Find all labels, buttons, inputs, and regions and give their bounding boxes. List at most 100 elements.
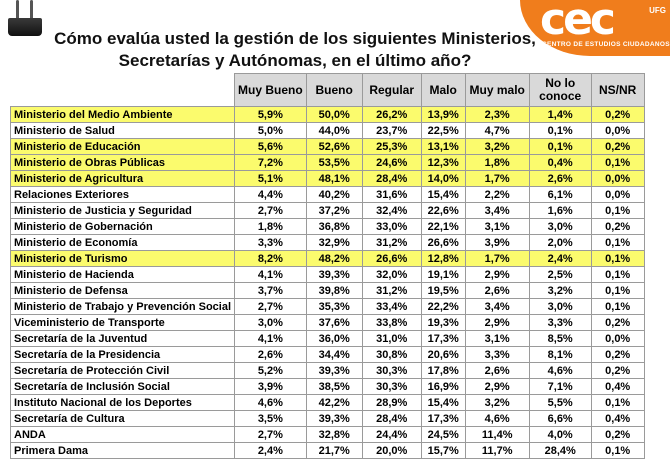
cell-value: 32,8% xyxy=(305,426,363,443)
cell-value: 2,9% xyxy=(464,266,530,283)
cell-value: 3,9% xyxy=(234,378,307,395)
row-label: ANDA xyxy=(9,426,236,443)
cell-value: 53,5% xyxy=(305,154,363,171)
cell-value: 36,0% xyxy=(305,330,363,347)
table-row: Ministerio de Gobernación 1,8% 36,8% 33,0% 2… xyxy=(9,218,645,235)
table-row: Viceministerio de Transporte 3,0% 37,6% 33,… xyxy=(9,314,645,331)
cell-value: 0,1% xyxy=(590,282,645,299)
cell-value: 17,3% xyxy=(420,330,466,347)
table-row: Secretaría de la Presidencia 2,6% 34,4% 30,… xyxy=(9,346,645,363)
cell-value: 5,1% xyxy=(234,170,307,187)
cell-value: 32,9% xyxy=(305,234,363,251)
cell-value: 1,7% xyxy=(464,170,530,187)
table-row: Primera Dama 2,4% 21,7% 20,0% 15,7% 11,7% 28,4… xyxy=(9,442,645,459)
cell-value: 1,8% xyxy=(234,218,307,235)
cell-value: 39,3% xyxy=(305,266,363,283)
cell-value: 3,0% xyxy=(528,298,592,315)
col-header: Regular xyxy=(361,73,422,107)
cell-value: 35,3% xyxy=(305,298,363,315)
cell-value: 31,6% xyxy=(361,186,422,203)
row-label: Ministerio de Trabajo y Prevención Socia… xyxy=(9,298,236,315)
cell-value: 4,7% xyxy=(464,122,530,139)
cell-value: 37,6% xyxy=(305,314,363,331)
cell-value: 26,6% xyxy=(420,234,466,251)
cell-value: 30,3% xyxy=(361,378,422,395)
cell-value: 3,2% xyxy=(464,394,530,411)
cell-value: 52,6% xyxy=(305,138,363,155)
table-row: Ministerio del Medio Ambiente 5,9% 50,0% 26… xyxy=(9,106,645,123)
cell-value: 24,5% xyxy=(420,426,466,443)
cell-value: 30,3% xyxy=(361,362,422,379)
cell-value: 31,0% xyxy=(361,330,422,347)
cell-value: 22,1% xyxy=(420,218,466,235)
table-row: Ministerio de Obras Públicas 7,2% 53,5% 24,… xyxy=(9,154,645,171)
cell-value: 0,0% xyxy=(590,186,645,203)
cell-value: 6,1% xyxy=(528,186,592,203)
cell-value: 15,7% xyxy=(420,442,466,459)
cell-value: 26,2% xyxy=(361,106,422,123)
cell-value: 3,5% xyxy=(234,410,307,427)
cell-value: 48,2% xyxy=(305,250,363,267)
cell-value: 2,7% xyxy=(234,298,307,315)
cell-value: 13,9% xyxy=(420,106,466,123)
cell-value: 1,7% xyxy=(464,250,530,267)
cell-value: 8,5% xyxy=(528,330,592,347)
cell-value: 39,3% xyxy=(305,410,363,427)
cell-value: 0,0% xyxy=(590,330,645,347)
cell-value: 33,0% xyxy=(361,218,422,235)
cell-value: 5,0% xyxy=(234,122,307,139)
cell-value: 7,2% xyxy=(234,154,307,171)
table-row: Ministerio de Salud 5,0% 44,0% 23,7% 22,5% 4,… xyxy=(9,122,645,139)
cell-value: 0,0% xyxy=(590,122,645,139)
cell-value: 19,3% xyxy=(420,314,466,331)
cell-value: 22,2% xyxy=(420,298,466,315)
table-row: Relaciones Exteriores 4,4% 40,2% 31,6% 15,4%… xyxy=(9,186,645,203)
cell-value: 2,6% xyxy=(464,362,530,379)
cell-value: 3,4% xyxy=(464,202,530,219)
cell-value: 1,4% xyxy=(528,106,592,123)
row-label: Ministerio de Justicia y Seguridad xyxy=(9,202,236,219)
col-header: No lo conoce xyxy=(528,73,592,107)
cell-value: 50,0% xyxy=(305,106,363,123)
row-label: Secretaría de la Juventud xyxy=(9,330,236,347)
cell-value: 40,2% xyxy=(305,186,363,203)
table-row: Ministerio de Trabajo y Prevención Socia… xyxy=(9,298,645,315)
cell-value: 5,9% xyxy=(234,106,307,123)
cell-value: 4,6% xyxy=(234,394,307,411)
cell-value: 22,5% xyxy=(420,122,466,139)
row-label: Secretaría de la Presidencia xyxy=(9,346,236,363)
cell-value: 19,1% xyxy=(420,266,466,283)
cell-value: 2,6% xyxy=(464,282,530,299)
cell-value: 3,1% xyxy=(464,218,530,235)
cell-value: 20,6% xyxy=(420,346,466,363)
row-label: Instituto Nacional de los Deportes xyxy=(9,394,236,411)
cell-value: 13,1% xyxy=(420,138,466,155)
table-row: Ministerio de Educación 5,6% 52,6% 25,3% 13,… xyxy=(9,138,645,155)
cell-value: 15,4% xyxy=(420,394,466,411)
cell-value: 44,0% xyxy=(305,122,363,139)
cell-value: 2,4% xyxy=(234,442,307,459)
col-header: Bueno xyxy=(305,73,363,107)
row-label: Ministerio de Defensa xyxy=(9,282,236,299)
cell-value: 48,1% xyxy=(305,170,363,187)
cell-value: 5,6% xyxy=(234,138,307,155)
cell-value: 5,5% xyxy=(528,394,592,411)
cell-value: 6,6% xyxy=(528,410,592,427)
cell-value: 0,1% xyxy=(590,250,645,267)
cell-value: 0,2% xyxy=(590,362,645,379)
cell-value: 24,6% xyxy=(361,154,422,171)
cell-value: 3,2% xyxy=(528,282,592,299)
cell-value: 4,1% xyxy=(234,330,307,347)
cell-value: 31,2% xyxy=(361,234,422,251)
logo-mark: cec xyxy=(540,0,616,45)
cell-value: 17,3% xyxy=(420,410,466,427)
cell-value: 2,4% xyxy=(528,250,592,267)
cell-value: 1,6% xyxy=(528,202,592,219)
cell-value: 2,2% xyxy=(464,186,530,203)
table-row: Ministerio de Justicia y Seguridad 2,7% 37… xyxy=(9,202,645,219)
table-row: Secretaría de Inclusión Social 3,9% 38,5% 3… xyxy=(9,378,645,395)
cell-value: 0,1% xyxy=(590,234,645,251)
cell-value: 2,7% xyxy=(234,202,307,219)
table-row: Secretaría de Cultura 3,5% 39,3% 28,4% 17,3%… xyxy=(9,410,645,427)
cell-value: 3,3% xyxy=(464,346,530,363)
